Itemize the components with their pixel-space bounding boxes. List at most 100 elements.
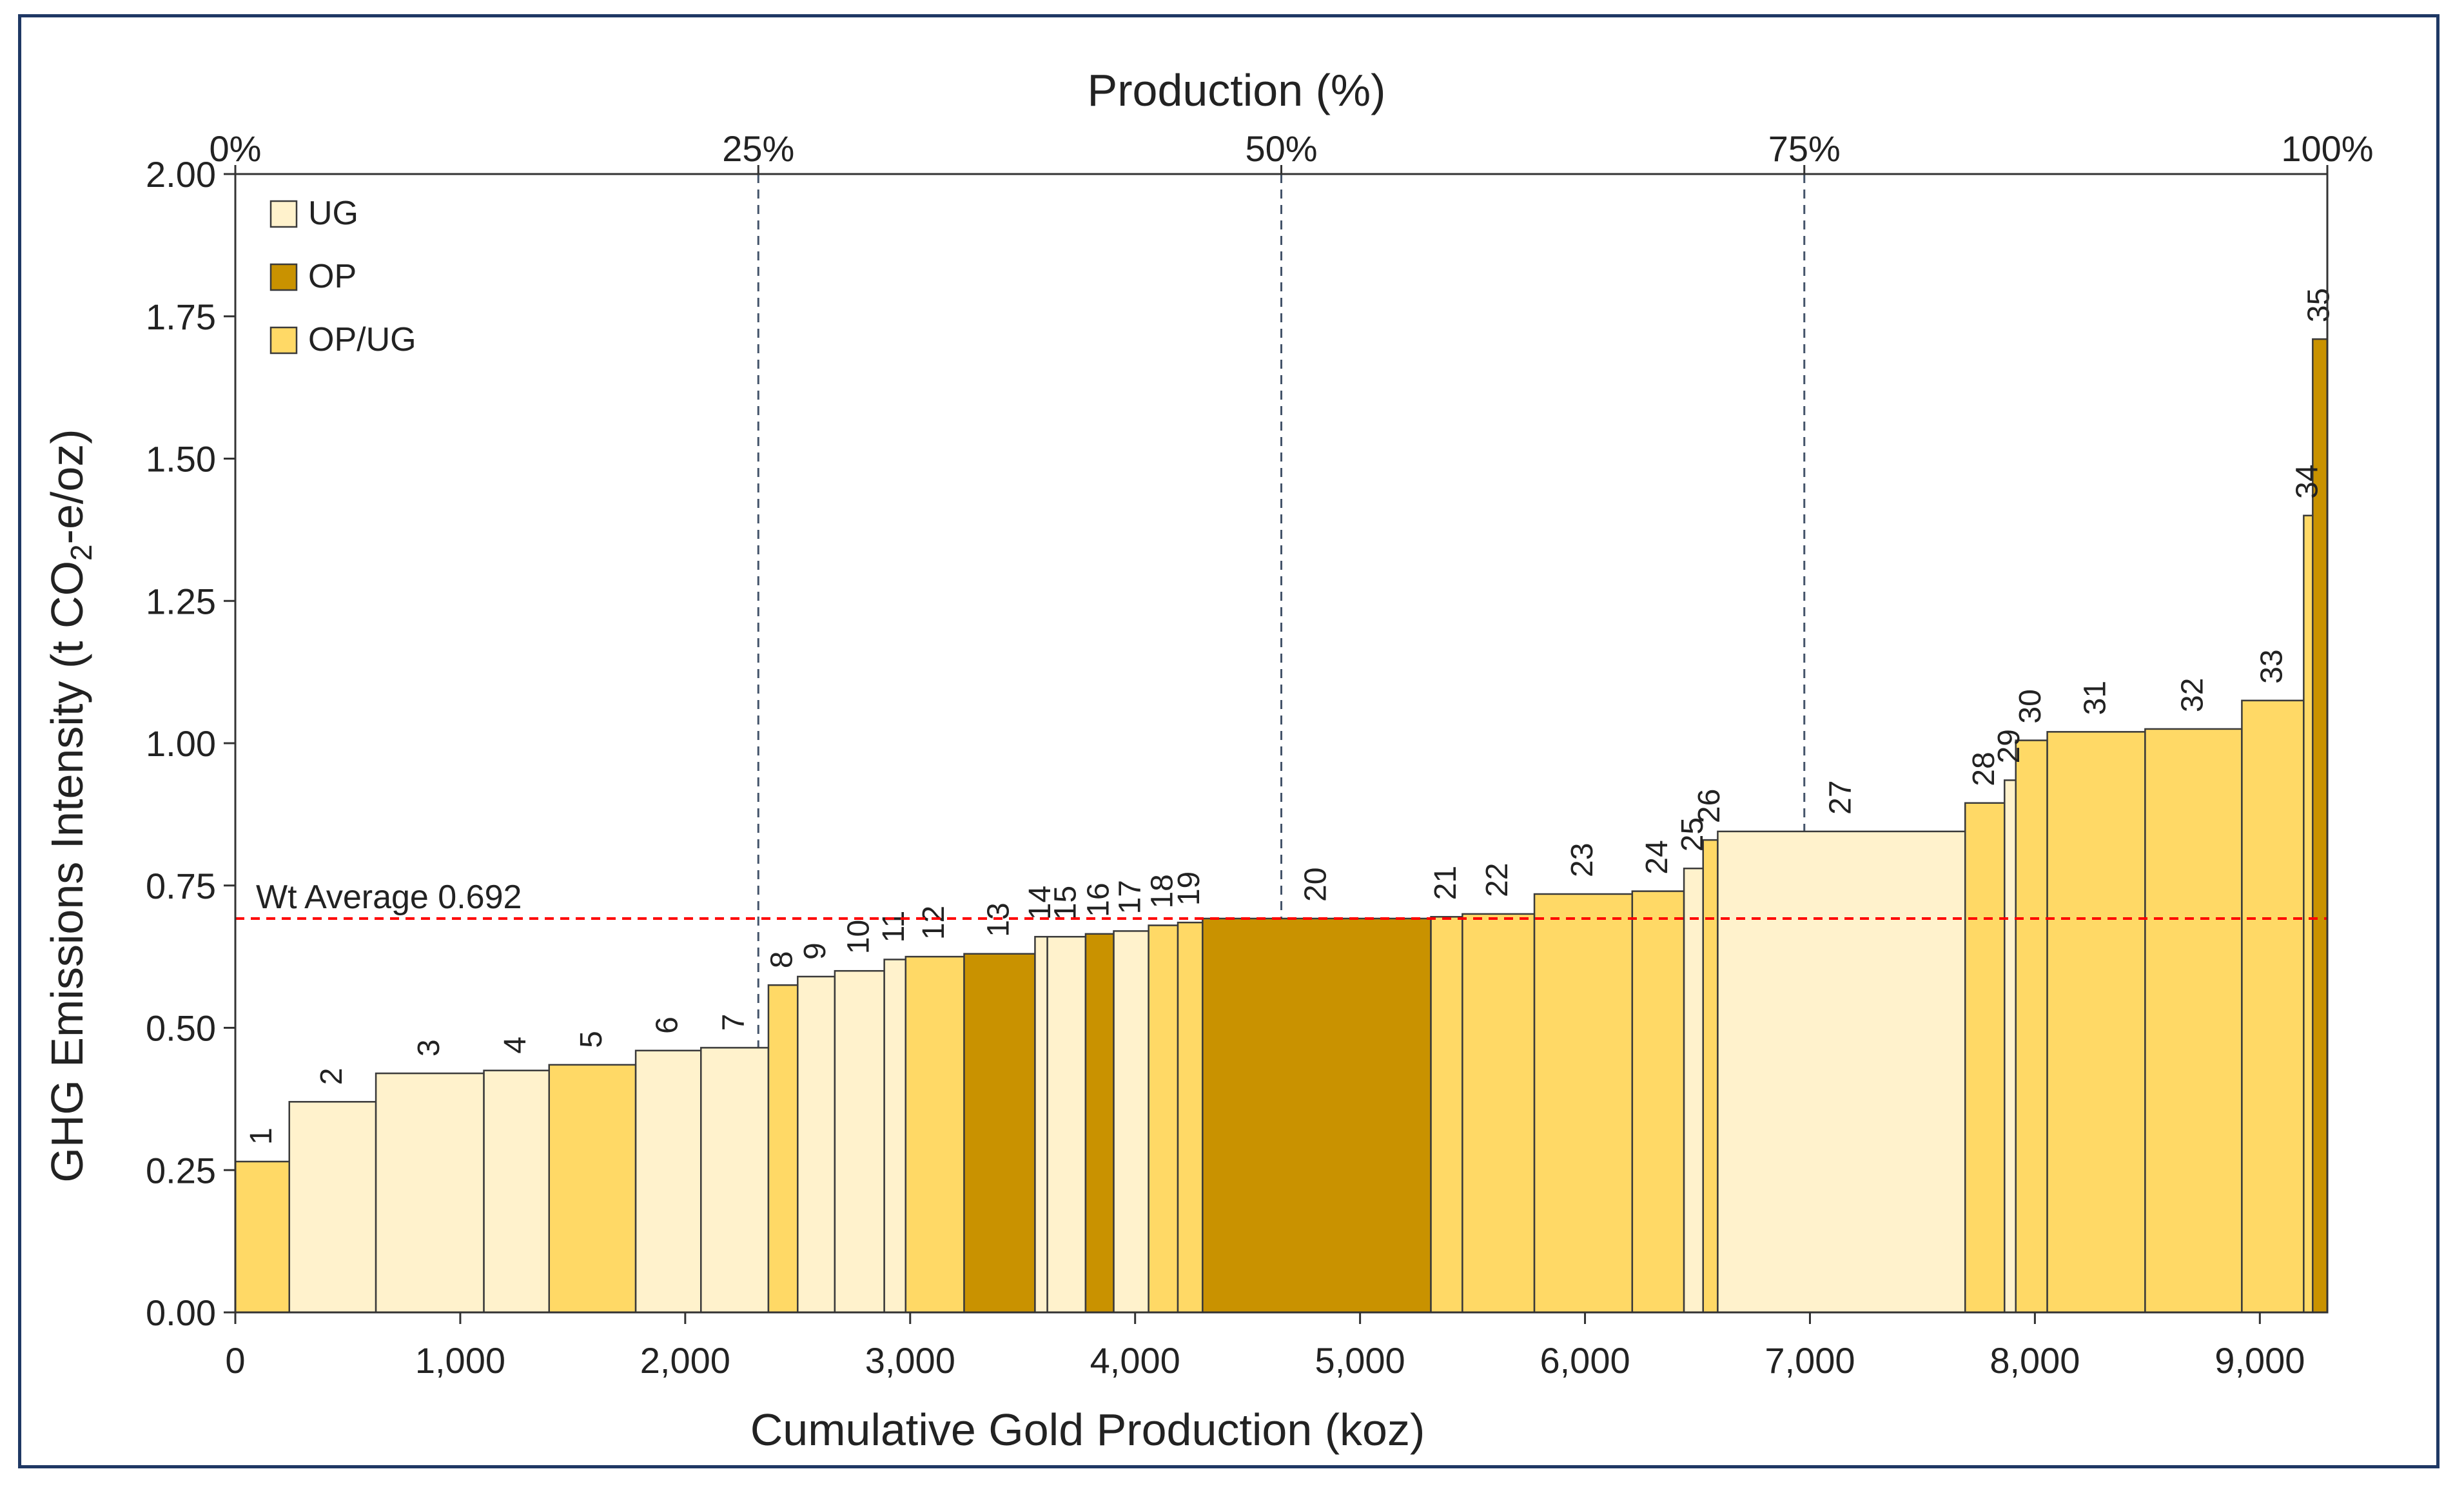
- bar-label-17: 17: [1113, 880, 1148, 914]
- bar-20: [1202, 917, 1432, 1314]
- y-axis-title-subscript: 2: [64, 544, 98, 561]
- bar-label-23: 23: [1565, 843, 1599, 877]
- bar-12: [904, 955, 965, 1314]
- bar-label-11: 11: [877, 911, 911, 943]
- y-tick-label-3: 0.75: [146, 866, 216, 906]
- bar-31: [2046, 731, 2146, 1314]
- bar-33: [2241, 699, 2305, 1314]
- y-axis-title-main: GHG Emissions Intensity (t CO: [42, 561, 92, 1183]
- y-tick-label-0: 0.00: [146, 1292, 216, 1333]
- bar-label-12: 12: [917, 906, 951, 940]
- bar-label-27: 27: [1823, 780, 1857, 814]
- bar-label-16: 16: [1082, 882, 1116, 917]
- bar-label-1: 1: [244, 1127, 279, 1145]
- top-axis-title: Production (%): [1088, 65, 1386, 115]
- bar-18: [1148, 924, 1179, 1314]
- x-tick-label-9: 9,000: [2215, 1340, 2305, 1381]
- bar-label-5: 5: [574, 1031, 609, 1048]
- legend-swatch-ug: [269, 200, 298, 228]
- bar-29: [2004, 779, 2017, 1314]
- bar-label-18: 18: [1145, 874, 1179, 908]
- bar-1: [234, 1160, 290, 1314]
- x-tick-label-0: 0: [225, 1340, 245, 1381]
- bar-22: [1462, 913, 1536, 1314]
- bar-23: [1533, 893, 1634, 1314]
- bar-label-8: 8: [765, 951, 799, 969]
- bar-label-20: 20: [1298, 868, 1333, 902]
- bar-label-19: 19: [1172, 871, 1206, 906]
- bar-label-29: 29: [1992, 729, 2026, 763]
- bar-label-22: 22: [1480, 863, 1514, 897]
- y-axis-title: GHG Emissions Intensity (t CO2-e/oz): [42, 429, 98, 1182]
- top-tick-label-4: 100%: [2281, 128, 2373, 169]
- bar-26: [1702, 839, 1719, 1314]
- y-tick-label-6: 1.50: [146, 439, 216, 480]
- x-tick-label-1: 1,000: [415, 1340, 505, 1381]
- legend-label-opug: OP/UG: [308, 321, 416, 358]
- chart-frame: [18, 14, 2440, 1468]
- bar-label-10: 10: [841, 920, 875, 954]
- bar-label-3: 3: [412, 1039, 446, 1056]
- bar-34: [2303, 514, 2314, 1314]
- bar-25: [1683, 868, 1704, 1314]
- x-tick-label-4: 4,000: [1090, 1340, 1180, 1381]
- top-tick-label-1: 25%: [722, 128, 794, 169]
- bar-2: [288, 1101, 377, 1314]
- top-tick-label-2: 50%: [1245, 128, 1317, 169]
- y-tick-label-1: 0.25: [146, 1150, 216, 1191]
- bar-label-2: 2: [315, 1068, 349, 1085]
- top-tick-label-0: 0%: [210, 128, 262, 169]
- bar-17: [1113, 930, 1149, 1314]
- x-tick-label-6: 6,000: [1540, 1340, 1630, 1381]
- bar-label-6: 6: [650, 1017, 685, 1034]
- bar-10: [834, 969, 885, 1314]
- bar-label-28: 28: [1967, 752, 2001, 786]
- bar-16: [1084, 933, 1115, 1314]
- y-axis-ticks: 0.00 0.25 0.50 0.75 1.00 1.25 1.50 1.75 2.00: [146, 154, 235, 1333]
- bar-5: [548, 1064, 637, 1314]
- x-axis-ticks: 0 1,000 2,000 3,000 4,000 5,000 6,000 7,000 8,00…: [225, 1312, 2305, 1381]
- y-axis-title-tail: -e/oz): [42, 429, 92, 544]
- top-axis-ticks: 0% 25% 50% 75% 100%: [210, 128, 2374, 174]
- bar-28: [1964, 802, 2006, 1314]
- bar-label-33: 33: [2254, 649, 2289, 683]
- bar-27: [1717, 830, 1966, 1314]
- x-axis-title: Cumulative Gold Production (koz): [750, 1405, 1425, 1455]
- weighted-average-label: Wt Average 0.692: [256, 879, 522, 916]
- x-tick-label-8: 8,000: [1990, 1340, 2080, 1381]
- bar-15: [1046, 935, 1087, 1314]
- x-tick-label-3: 3,000: [865, 1340, 955, 1381]
- bar-8: [767, 984, 799, 1314]
- legend: UG OP OP/UG: [269, 195, 416, 358]
- y-tick-label-4: 1.00: [146, 723, 216, 764]
- bar-4: [483, 1069, 550, 1314]
- bar-label-32: 32: [2175, 678, 2209, 712]
- bar-label-14: 14: [1023, 886, 1057, 920]
- bar-label-21: 21: [1429, 866, 1463, 900]
- bar-label-24: 24: [1640, 840, 1674, 874]
- bar-14: [1034, 935, 1048, 1314]
- bar-32: [2144, 728, 2243, 1314]
- bar-6: [634, 1049, 702, 1314]
- y-tick-label-5: 1.25: [146, 581, 216, 621]
- bar-30: [2015, 739, 2048, 1314]
- bar-label-25: 25: [1676, 817, 1710, 852]
- bar-label-9: 9: [798, 942, 832, 960]
- bar-7: [700, 1047, 770, 1314]
- bar-label-35: 35: [2302, 288, 2336, 322]
- bar-24: [1631, 890, 1685, 1314]
- bar-label-26: 26: [1692, 789, 1726, 823]
- bar-21: [1430, 916, 1463, 1314]
- x-tick-label-2: 2,000: [640, 1340, 730, 1381]
- bar-3: [375, 1072, 485, 1314]
- x-tick-label-5: 5,000: [1315, 1340, 1405, 1381]
- average-line-group: Wt Average 0.692: [235, 879, 2327, 920]
- bar-label-31: 31: [2078, 681, 2112, 715]
- y-tick-label-8: 2.00: [146, 154, 216, 195]
- bar-13: [963, 953, 1036, 1314]
- bar-label-7: 7: [717, 1014, 751, 1031]
- y-tick-label-2: 0.50: [146, 1008, 216, 1049]
- y-tick-label-7: 1.75: [146, 297, 216, 337]
